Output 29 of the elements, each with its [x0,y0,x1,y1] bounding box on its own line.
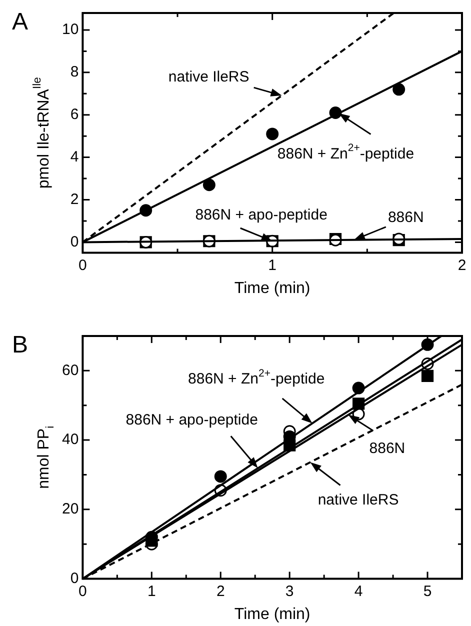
y-tick-label: 8 [70,64,79,81]
y-tick-label: 10 [62,21,79,38]
y-tick-label: 0 [70,570,79,587]
annotation: 886N [369,440,406,457]
y-tick-label: 40 [62,431,79,448]
y-tick-label: 0 [70,233,79,250]
y-tick-label: 6 [70,106,79,124]
x-tick-label: 3 [285,582,294,600]
chart-title: A [12,8,28,36]
y-tick-label: 2 [70,190,79,208]
annotation: 886N + apo-peptide [126,411,258,428]
annotation: native IleRS [168,68,250,86]
x-tick-label: 4 [354,582,363,600]
chart-title: B [12,332,28,359]
annotation: 886N + apo-peptide [195,206,328,224]
x-axis-title: Time (min) [234,606,310,623]
x-axis-title: Time (min) [234,280,310,297]
x-tick-label: 1 [268,256,277,274]
x-tick-label: 5 [423,582,432,600]
annotation: 886N [388,209,424,226]
x-tick-label: 2 [458,256,466,274]
annotation: native IleRS [318,491,399,508]
y-tick-label: 4 [70,148,79,166]
y-tick-label: 60 [62,362,79,379]
x-tick-label: 1 [147,582,156,600]
y-tick-label: 20 [62,500,79,518]
x-tick-label: 2 [216,582,225,600]
y-axis-title: nmol PPi [35,426,56,489]
y-axis-title: pmol Ile-tRNAIle [32,77,52,189]
